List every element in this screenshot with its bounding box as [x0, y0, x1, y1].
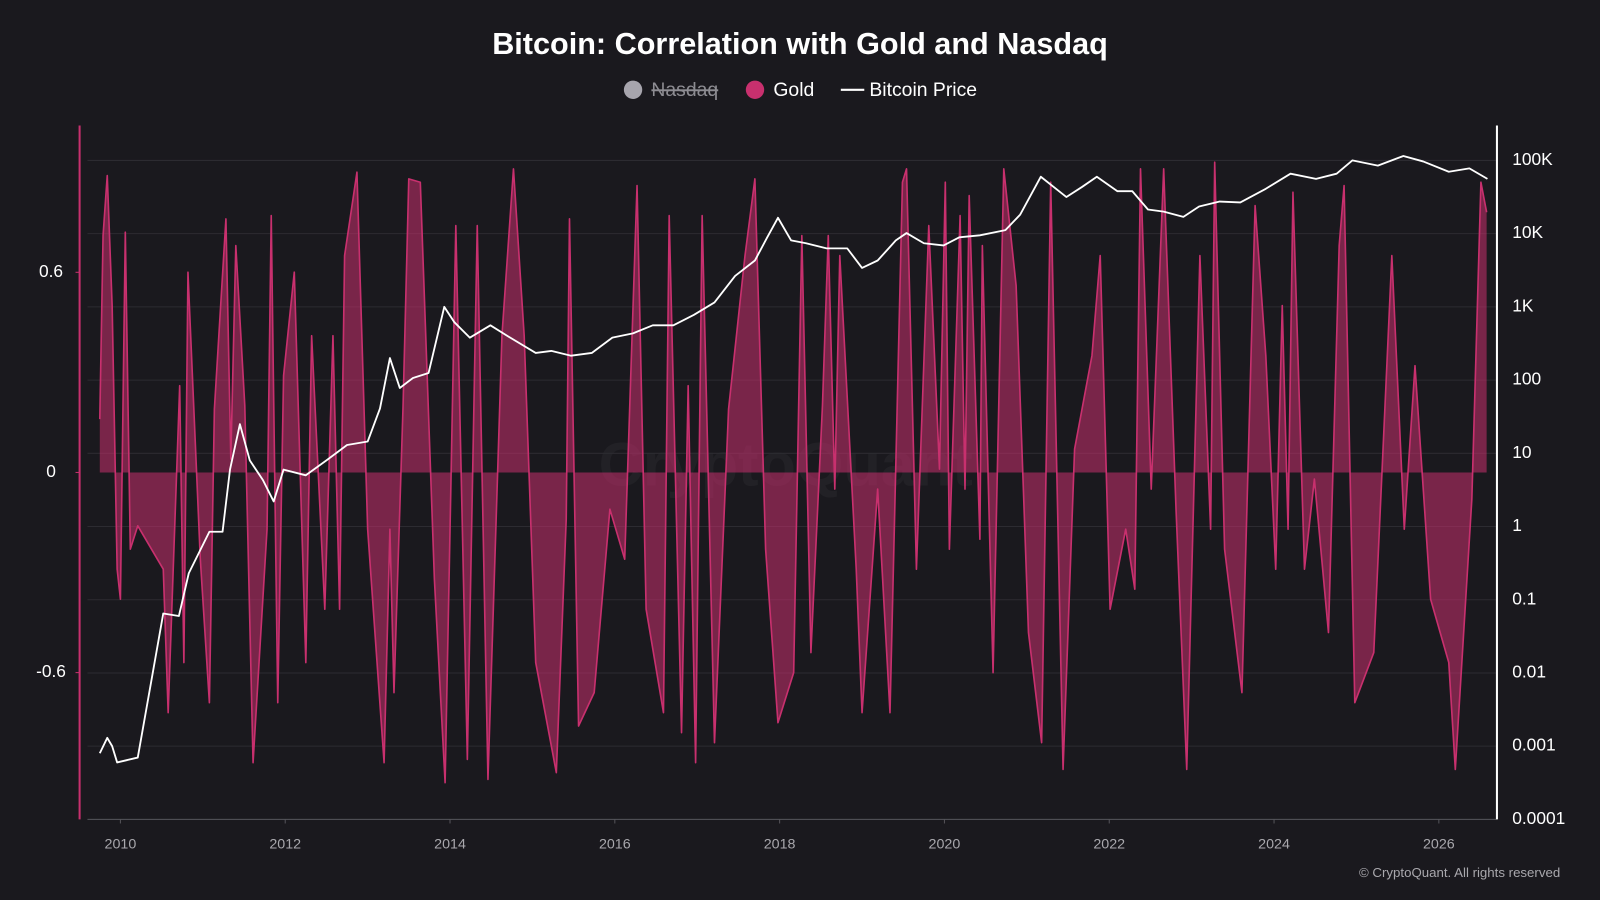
y2-tick-label: 100K	[1512, 149, 1553, 169]
x-tick-label: 2018	[764, 837, 796, 853]
y-tick-label: -0.6	[36, 661, 66, 681]
y2-tick-label: 100	[1512, 369, 1541, 389]
x-tick-label: 2024	[1258, 837, 1290, 853]
x-tick-label: 2022	[1093, 837, 1125, 853]
copyright: © CryptoQuant. All rights reserved	[1359, 865, 1560, 880]
y-tick-label: 0	[46, 461, 56, 481]
legend-dot	[745, 80, 765, 99]
x-tick-label: 2026	[1423, 837, 1455, 853]
legend-label: Nasdaq	[651, 79, 718, 101]
x-tick-label: 2010	[105, 837, 137, 853]
y2-tick-label: 0.01	[1512, 662, 1546, 682]
y2-tick-label: 0.001	[1512, 735, 1555, 755]
y-tick-label: 0.6	[39, 261, 63, 281]
price-line	[98, 155, 1488, 764]
legend-dot	[623, 80, 643, 99]
legend-label: Bitcoin Price	[869, 79, 977, 101]
gold-area	[99, 162, 1487, 783]
y2-tick-label: 10K	[1512, 222, 1543, 242]
x-tick-label: 2020	[929, 837, 961, 853]
y2-tick-label: 1K	[1512, 295, 1534, 315]
gold-line	[98, 161, 1488, 784]
x-tick-label: 2012	[269, 837, 301, 853]
legend: Nasdaq Gold Bitcoin Price	[623, 79, 977, 101]
chart-title: Bitcoin: Correlation with Gold and Nasda…	[492, 27, 1108, 61]
y2-tick-label: 10	[1512, 442, 1531, 462]
x-tick-label: 2016	[599, 837, 631, 853]
legend-item[interactable]: Nasdaq	[623, 79, 718, 101]
legend-label: Gold	[773, 79, 814, 101]
y2-tick-label: 0.0001	[1512, 808, 1565, 828]
y2-tick-label: 1	[1512, 515, 1522, 535]
x-tick-label: 2014	[434, 837, 466, 853]
legend-item[interactable]: Gold	[745, 79, 814, 101]
y2-tick-label: 0.1	[1512, 588, 1536, 608]
legend-item[interactable]: Bitcoin Price	[840, 79, 977, 101]
